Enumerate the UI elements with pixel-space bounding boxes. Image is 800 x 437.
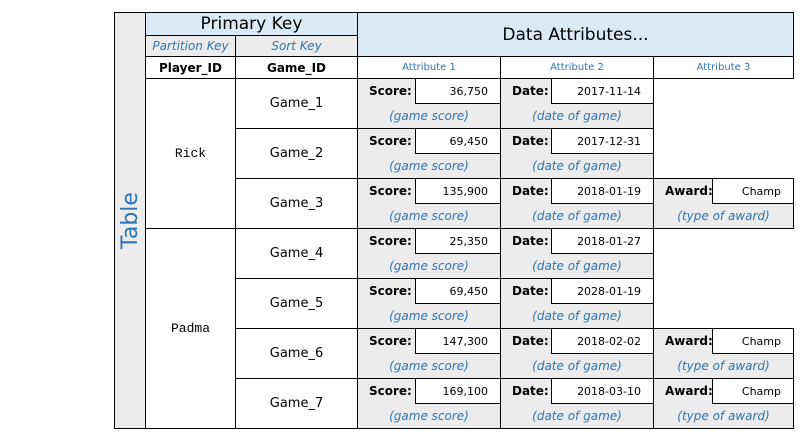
attribute-value: Champ (712, 328, 794, 354)
empty-cell (653, 278, 794, 329)
attribute-header: Attribute 3 (653, 56, 794, 79)
attribute-label: Date: (512, 384, 549, 398)
sort-value: Game_1 (235, 78, 358, 129)
attribute-value: Champ (712, 378, 794, 404)
attribute-value: 169,100 (415, 378, 501, 404)
attribute-label: Award: (665, 384, 713, 398)
attribute-header: Attribute 1 (357, 56, 501, 79)
attribute-description: (game score) (389, 159, 469, 173)
attribute-value: 2017-12-31 (551, 128, 654, 154)
attribute-value: 135,900 (415, 178, 501, 204)
attribute-value: 2018-01-27 (551, 228, 654, 254)
attribute-description: (game score) (389, 309, 469, 323)
attribute-label: Award: (665, 334, 713, 348)
attribute-label: Score: (369, 234, 412, 248)
attribute-label: Score: (369, 184, 412, 198)
sort-value: Game_3 (235, 178, 358, 229)
attribute-label: Date: (512, 334, 549, 348)
attribute-label: Date: (512, 134, 549, 148)
attribute-value: 2018-01-19 (551, 178, 654, 204)
partition-key-header: Partition Key (145, 35, 236, 57)
attribute-description: (game score) (389, 209, 469, 223)
attribute-description: (game score) (389, 359, 469, 373)
attribute-value: 2018-03-10 (551, 378, 654, 404)
attribute-label: Score: (369, 334, 412, 348)
attribute-value: 2017-11-14 (551, 78, 654, 104)
attribute-label: Score: (369, 134, 412, 148)
attribute-label: Award: (665, 184, 713, 198)
attribute-description: (date of game) (532, 309, 622, 323)
attribute-header: Attribute 2 (500, 56, 654, 79)
sort-value: Game_2 (235, 128, 358, 179)
attribute-description: (date of game) (532, 259, 622, 273)
attribute-label: Date: (512, 184, 549, 198)
table-label: Table (117, 192, 143, 249)
partition-value: Rick (145, 78, 236, 229)
partition-attribute: Player_ID (145, 56, 236, 79)
attribute-label: Score: (369, 284, 412, 298)
data-attributes-header: Data Attributes... (357, 12, 794, 57)
attribute-description: (date of game) (532, 359, 622, 373)
sort-value: Game_7 (235, 378, 358, 429)
attribute-value: 2028-01-19 (551, 278, 654, 304)
attribute-value: 2018-02-02 (551, 328, 654, 354)
attribute-description: (date of game) (532, 159, 622, 173)
attribute-value: 69,450 (415, 278, 501, 304)
sort-value: Game_6 (235, 328, 358, 379)
table-column: Table (114, 12, 146, 429)
empty-cell (653, 78, 794, 129)
sort-attribute: Game_ID (235, 56, 358, 79)
empty-cell (653, 128, 794, 179)
attribute-value: 69,450 (415, 128, 501, 154)
attribute-description: (date of game) (532, 209, 622, 223)
attribute-description: (game score) (389, 409, 469, 423)
attribute-label: Date: (512, 84, 549, 98)
empty-cell (653, 228, 794, 279)
attribute-value: 147,300 (415, 328, 501, 354)
sort-value: Game_5 (235, 278, 358, 329)
attribute-label: Score: (369, 384, 412, 398)
attribute-description: (type of award) (677, 209, 770, 223)
primary-key-header: Primary Key (145, 12, 358, 36)
attribute-label: Date: (512, 234, 549, 248)
sort-key-header: Sort Key (235, 35, 358, 57)
attribute-value: 25,350 (415, 228, 501, 254)
attribute-description: (game score) (389, 259, 469, 273)
partition-value: Padma (145, 228, 236, 429)
attribute-description: (date of game) (532, 409, 622, 423)
attribute-value: Champ (712, 178, 794, 204)
attribute-label: Date: (512, 284, 549, 298)
attribute-description: (type of award) (677, 409, 770, 423)
attribute-value: 36,750 (415, 78, 501, 104)
sort-value: Game_4 (235, 228, 358, 279)
attribute-description: (type of award) (677, 359, 770, 373)
attribute-description: (game score) (389, 109, 469, 123)
attribute-label: Score: (369, 84, 412, 98)
attribute-description: (date of game) (532, 109, 622, 123)
